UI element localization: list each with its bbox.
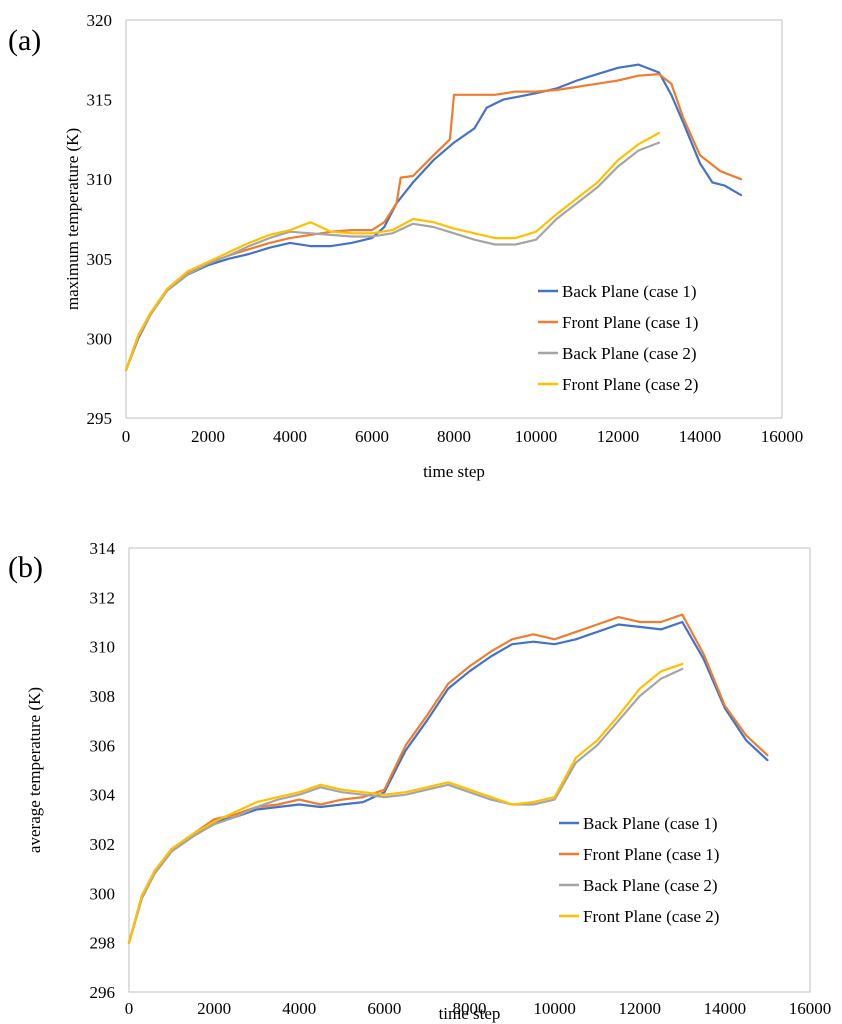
- legend-label-4: Front Plane (case 2): [562, 375, 698, 394]
- y-tick-label: 300: [90, 884, 116, 903]
- x-tick-label: 6000: [355, 427, 389, 446]
- x-tick-label: 4000: [282, 999, 316, 1018]
- legend-label-3: Back Plane (case 2): [583, 876, 718, 895]
- panel-label: (a): [8, 24, 41, 57]
- x-tick-label: 0: [125, 999, 134, 1018]
- y-tick-label: 312: [90, 588, 116, 607]
- y-tick-label: 298: [90, 934, 116, 953]
- x-tick-label: 8000: [437, 427, 471, 446]
- y-tick-label: 314: [90, 539, 116, 558]
- y-tick-label: 310: [90, 638, 116, 657]
- y-tick-label: 310: [87, 170, 113, 189]
- x-tick-label: 10000: [515, 427, 558, 446]
- y-tick-label: 320: [87, 11, 113, 30]
- x-tick-label: 12000: [597, 427, 640, 446]
- legend-label-1: Back Plane (case 1): [562, 282, 697, 301]
- y-tick-label: 300: [87, 329, 113, 348]
- x-tick-label: 14000: [704, 999, 747, 1018]
- plot-area-border: [128, 547, 811, 993]
- series-line-2: [127, 613, 769, 944]
- y-tick-label: 304: [90, 786, 116, 805]
- x-tick-label: 12000: [619, 999, 662, 1018]
- y-tick-label: 315: [87, 91, 113, 110]
- x-tick-label: 14000: [679, 427, 722, 446]
- x-tick-label: 4000: [273, 427, 307, 446]
- y-tick-label: 302: [90, 835, 116, 854]
- x-tick-label: 6000: [367, 999, 401, 1018]
- legend-label-3: Back Plane (case 2): [562, 344, 697, 363]
- x-axis-title: time step: [423, 462, 485, 481]
- legend-label-2: Front Plane (case 1): [562, 313, 698, 332]
- legend-label-1: Back Plane (case 1): [583, 814, 718, 833]
- y-tick-label: 305: [87, 250, 113, 269]
- y-tick-label: 295: [87, 409, 113, 428]
- x-tick-label: 8000: [453, 999, 487, 1018]
- x-tick-label: 16000: [789, 999, 832, 1018]
- y-tick-label: 308: [90, 687, 116, 706]
- y-axis-title: maximum temperature (K): [63, 128, 82, 310]
- x-tick-label: 0: [122, 427, 131, 446]
- y-axis-title: average temperature (K): [25, 687, 44, 853]
- series-line-4: [124, 131, 661, 372]
- panel-label: (b): [8, 551, 43, 584]
- y-tick-label: 296: [90, 983, 116, 1002]
- x-tick-label: 2000: [191, 427, 225, 446]
- series-line-3: [127, 667, 684, 944]
- x-tick-label: 16000: [761, 427, 804, 446]
- panel-a-chart: (a) 295 300 305 310 315 320 0 2000 4000 6000 8000 10…: [8, 11, 803, 481]
- legend-label-2: Front Plane (case 1): [583, 845, 719, 864]
- plot-area-border: [125, 19, 783, 419]
- x-tick-label: 2000: [197, 999, 231, 1018]
- series-line-4: [127, 662, 684, 944]
- series-line-3: [124, 141, 661, 372]
- y-tick-label: 306: [90, 736, 116, 755]
- panel-b-chart: (b) 296 298 300 302 304 306 308 310 312 314 0 2000 40…: [8, 539, 831, 1023]
- x-tick-label: 10000: [533, 999, 576, 1018]
- x-axis-title: time step: [439, 1004, 501, 1023]
- legend-label-4: Front Plane (case 2): [583, 907, 719, 926]
